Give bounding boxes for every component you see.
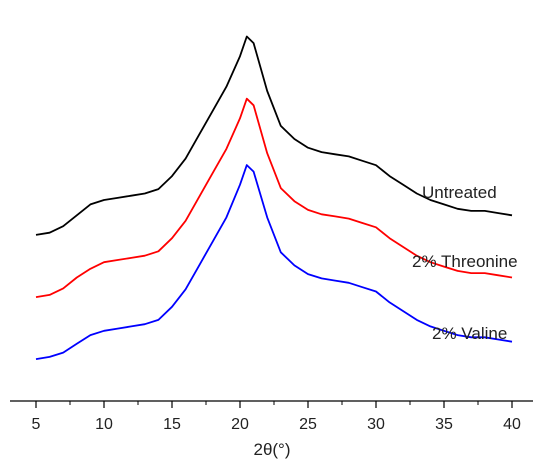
x-tick-label: 10 [95,416,113,433]
x-tick-label: 30 [367,416,385,433]
x-tick-label: 35 [435,416,453,433]
x-tick-label: 5 [32,416,41,433]
series-label-valine: 2% Valine [432,324,507,343]
x-tick-label: 15 [163,416,181,433]
x-axis: 5 10 15 20 25 30 35 40 [10,400,533,433]
x-axis-ticks: 5 10 15 20 25 30 35 40 [32,401,521,433]
series-line-threonine [35,97,513,298]
series-label-threonine: 2% Threonine [412,252,518,271]
series-label-untreated: Untreated [422,183,497,202]
x-axis-label: 2θ(°) [253,440,290,459]
series-line-untreated [35,35,513,236]
x-tick-label: 40 [503,416,521,433]
series-line-valine [35,164,513,360]
plot-area [35,35,513,360]
x-tick-label: 20 [231,416,249,433]
x-tick-label: 25 [299,416,317,433]
